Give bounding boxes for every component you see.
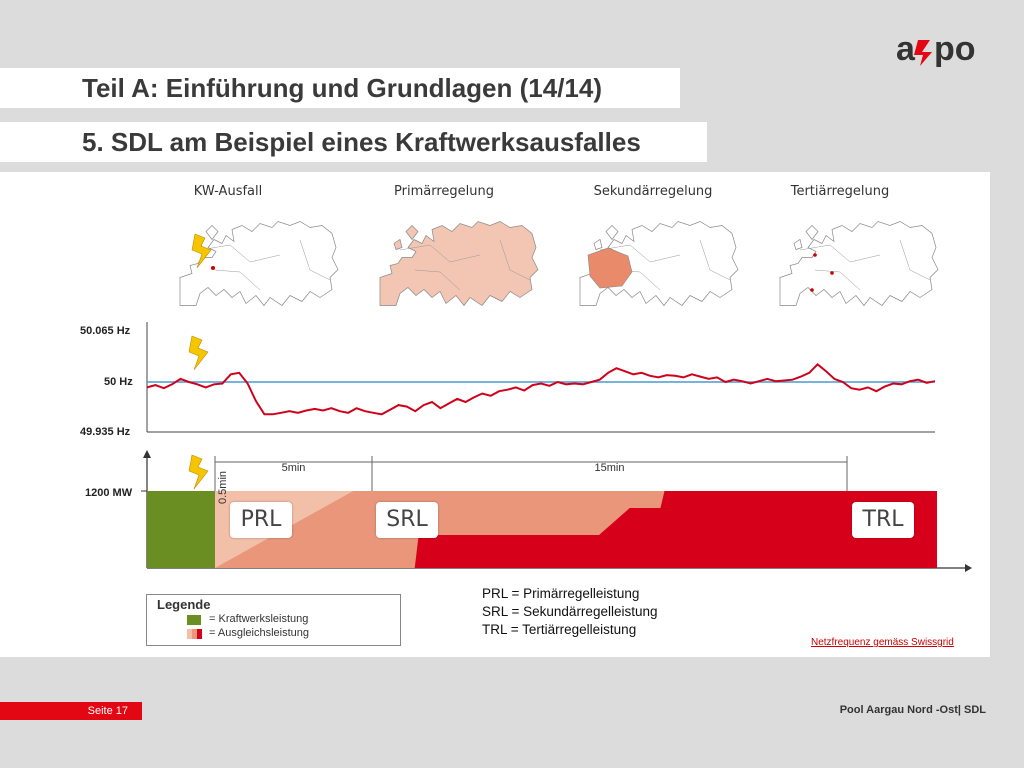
y-tick-mid: 50 Hz	[104, 376, 133, 388]
frequency-series-line	[146, 362, 936, 416]
legend-item-kraftwerk: = Kraftwerksleistung	[209, 613, 309, 625]
slide-title: Teil A: Einführung und Grundlagen (14/14…	[0, 68, 680, 108]
footer-text: Pool Aargau Nord -Ost| SDL	[839, 704, 986, 716]
lightning-icon-power	[188, 454, 209, 490]
label-prl: PRL	[230, 502, 292, 538]
time-label-5min: 5min	[282, 462, 306, 474]
outage-dot	[211, 266, 215, 270]
map-label-kw-ausfall: KW-Ausfall	[193, 184, 263, 199]
legend-swatch-kraftwerk	[187, 615, 201, 625]
legend-item-ausgleich: = Ausgleichsleistung	[209, 627, 310, 639]
page-number: Seite 17	[62, 702, 142, 720]
abbr-prl: PRL = Primärregelleistung	[482, 586, 640, 601]
footer-bar	[0, 702, 62, 720]
y-tick-bottom: 49.935 Hz	[80, 426, 131, 438]
axpo-logo: a po	[896, 30, 976, 68]
abbr-trl: TRL = Tertiärregelleistung	[482, 622, 637, 637]
region-trl	[414, 491, 937, 568]
kraftwerk-bar	[147, 491, 215, 568]
x-axis-arrow	[965, 564, 972, 572]
map-label-primaerregelung: Primärregelung	[394, 184, 494, 199]
legend-swatch-prl	[187, 629, 192, 639]
legend-title: Legende	[157, 597, 211, 612]
svg-text:a: a	[896, 30, 916, 68]
map-label-sekundaerregelung: Sekundärregelung	[593, 184, 713, 199]
france-highlight	[587, 247, 633, 289]
lightning-icon-frequency	[188, 335, 209, 371]
time-label-05min: 0.5min	[217, 471, 229, 504]
label-trl: TRL	[852, 502, 914, 538]
map-label-tertiaerregelung: Tertiärregelung	[790, 184, 890, 199]
lightning-icon-map	[191, 233, 212, 269]
slide-subtitle: 5. SDL am Beispiel eines Kraftwerksausfa…	[0, 122, 707, 162]
source-link[interactable]: Netzfrequenz gemäss Swissgrid	[811, 637, 954, 648]
y-tick-top: 50.065 Hz	[80, 325, 131, 337]
svg-text:po: po	[934, 30, 976, 68]
abbr-srl: SRL = Sekundärregelleistung	[482, 604, 658, 619]
y-axis-arrow	[143, 450, 151, 458]
label-srl: SRL	[376, 502, 438, 538]
power-y-tick: 1200 MW	[85, 487, 133, 499]
time-label-15min: 15min	[595, 462, 625, 474]
legend: Legende = Kraftwerksleistung = Ausgleich…	[146, 594, 401, 646]
